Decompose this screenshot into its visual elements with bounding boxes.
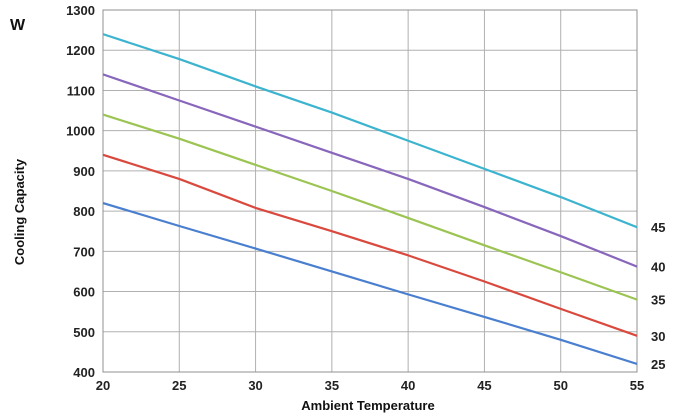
- y-tick-label: 800: [73, 204, 95, 219]
- x-axis-title: Ambient Temperature: [301, 398, 434, 413]
- x-tick-label: 35: [325, 378, 339, 393]
- series-label-35: 35: [651, 293, 665, 308]
- y-tick-label: 500: [73, 325, 95, 340]
- y-tick-label: 1300: [66, 3, 95, 18]
- x-tick-label: 20: [96, 378, 110, 393]
- x-tick-label: 25: [172, 378, 186, 393]
- y-tick-label: 700: [73, 244, 95, 259]
- x-tick-labels: 20 25 30 35 40 45 50 55: [96, 378, 644, 393]
- unit-label: W: [10, 17, 26, 34]
- x-tick-label: 30: [248, 378, 262, 393]
- series-label-40: 40: [651, 260, 665, 275]
- gridlines: [102, 9, 638, 373]
- series-end-labels: 25 30 35 40 45: [651, 220, 665, 372]
- series-line-25: [102, 202, 638, 366]
- series-line-35: [102, 113, 638, 301]
- series-line-40: [102, 73, 638, 268]
- x-tick-label: 40: [401, 378, 415, 393]
- x-tick-label: 50: [553, 378, 567, 393]
- x-tick-label: 45: [477, 378, 491, 393]
- series-label-25: 25: [651, 357, 665, 372]
- y-axis-title: Cooling Capacity: [12, 158, 27, 265]
- y-tick-labels: 400 500 600 700 800 900 1000 1100 1200 1300: [66, 3, 95, 380]
- series-label-45: 45: [651, 220, 665, 235]
- plot-frame: [102, 9, 638, 373]
- y-tick-label: 900: [73, 164, 95, 179]
- y-tick-label: 1200: [66, 43, 95, 58]
- series-line-45: [102, 33, 638, 229]
- y-tick-label: 600: [73, 285, 95, 300]
- series-lines: [102, 33, 638, 366]
- series-line-30: [102, 153, 638, 337]
- x-tick-label: 55: [630, 378, 644, 393]
- y-tick-label: 1100: [67, 83, 95, 98]
- y-tick-label: 1000: [66, 124, 95, 139]
- y-tick-label: 400: [73, 365, 95, 380]
- series-label-30: 30: [651, 329, 665, 344]
